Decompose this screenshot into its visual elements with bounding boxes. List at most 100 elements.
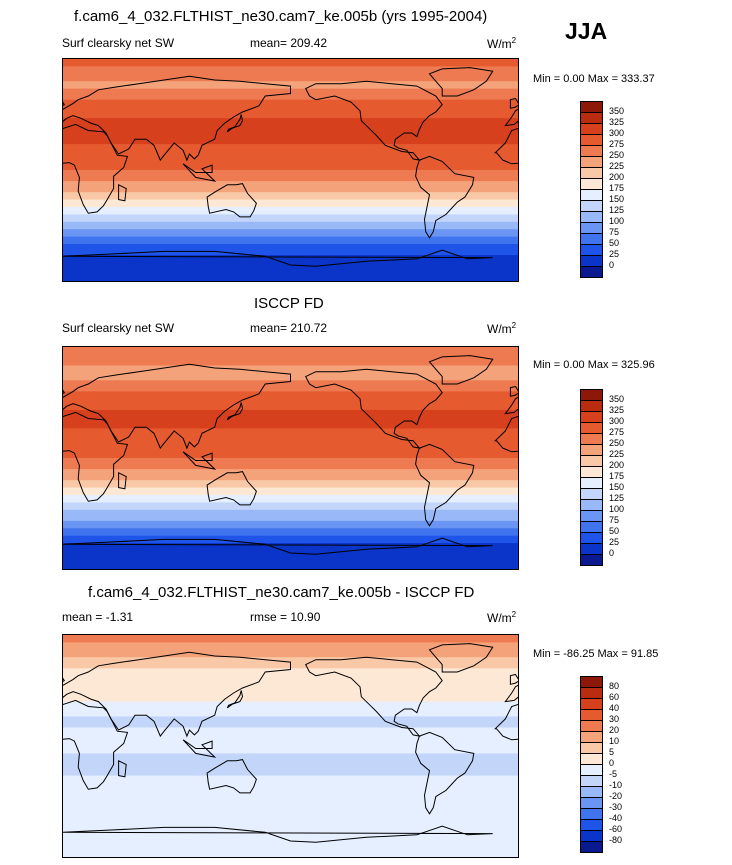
colorbar-tick-label: 40 — [609, 703, 620, 713]
coastline-australia — [206, 471, 257, 506]
colorbar-tick-label: 75 — [609, 515, 620, 525]
zonal-band — [63, 465, 518, 470]
zonal-band — [63, 642, 518, 647]
zonal-band — [63, 539, 518, 544]
colorbar-tick-label: 200 — [609, 460, 625, 470]
coastline-greenland — [428, 643, 494, 673]
zonal-band — [63, 158, 518, 164]
zonal-band — [63, 188, 518, 193]
coastline-africa — [63, 123, 129, 214]
coastline-indonesia — [182, 163, 217, 182]
zonal-band — [63, 395, 518, 400]
zonal-band — [63, 812, 518, 817]
zonal-band — [63, 147, 518, 153]
zonal-band — [63, 716, 518, 721]
zonal-band — [63, 742, 518, 747]
zonal-band — [63, 236, 518, 241]
zonal-band — [63, 731, 518, 736]
zonal-band — [63, 849, 518, 854]
panel-obs-minmax: Min = 0.00 Max = 325.96 — [533, 359, 655, 371]
zonal-band — [63, 506, 518, 511]
colorbar-tick-label: -10 — [609, 780, 623, 790]
colorbar-swatch — [580, 554, 603, 566]
panel-diff-map-svg — [63, 635, 518, 857]
coastline-africa — [63, 699, 129, 790]
zonal-band — [63, 842, 518, 847]
zonal-band — [63, 266, 518, 271]
zonal-band — [63, 557, 518, 563]
zonal-band — [63, 853, 518, 857]
zonal-band — [63, 99, 518, 104]
coastline-britain — [509, 97, 518, 109]
colorbar-tick-label: 50 — [609, 526, 620, 536]
zonal-band — [63, 561, 518, 566]
zonal-band — [63, 409, 518, 415]
zonal-band — [63, 136, 518, 141]
zonal-band — [63, 509, 518, 515]
panel-model-title: f.cam6_4_032.FLTHIST_ne30.cam7_ke.005b (… — [74, 8, 488, 25]
zonal-band — [63, 469, 518, 474]
zonal-band — [63, 391, 518, 396]
panel-diff-rmse: rmse = 10.90 — [250, 610, 321, 624]
zonal-band — [63, 125, 518, 130]
zonal-band — [63, 365, 518, 370]
coastline-eurasia — [63, 651, 291, 738]
zonal-band — [63, 794, 518, 799]
panel-obs-variable: Surf clearsky net SW — [62, 321, 175, 335]
zonal-band — [63, 495, 518, 500]
colorbar-tick-label: -80 — [609, 835, 623, 845]
zonal-band — [63, 66, 518, 71]
zonal-band — [63, 192, 518, 197]
colorbar-tick-label: 275 — [609, 427, 625, 437]
colorbar-tick-label: -20 — [609, 791, 623, 801]
colorbar-tick-label: 20 — [609, 725, 620, 735]
zonal-band — [63, 554, 518, 559]
zonal-band — [63, 103, 518, 108]
coastline-antarctica — [63, 249, 493, 267]
coastline-namerica — [305, 656, 443, 737]
coastline-namerica — [305, 80, 443, 161]
colorbar-tick-label: 150 — [609, 194, 625, 204]
zonal-band — [63, 435, 518, 441]
zonal-band — [63, 635, 518, 640]
zonal-band — [63, 775, 518, 780]
coastline-antarctica — [63, 537, 493, 555]
panel-model-units: W/m2 — [487, 36, 517, 51]
colorbar-tick-label: 100 — [609, 504, 625, 514]
zonal-band — [63, 801, 518, 806]
zonal-band — [63, 151, 518, 156]
zonal-band — [63, 532, 518, 537]
panel-diff-title: f.cam6_4_032.FLTHIST_ne30.cam7_ke.005b -… — [88, 584, 475, 601]
zonal-band — [63, 476, 518, 481]
zonal-band — [63, 697, 518, 703]
colorbar-tick-label: 300 — [609, 128, 625, 138]
colorbar-tick-label: 10 — [609, 736, 620, 746]
zonal-band — [63, 694, 518, 699]
zonal-band — [63, 218, 518, 223]
zonal-band — [63, 458, 518, 463]
zonal-band — [63, 805, 518, 810]
colorbar-tick-label: 30 — [609, 714, 620, 724]
zonal-band — [63, 816, 518, 821]
zonal-band — [63, 77, 518, 82]
zonal-band — [63, 472, 518, 478]
zonal-band — [63, 454, 518, 459]
colorbar-tick-label: 250 — [609, 150, 625, 160]
zonal-band — [63, 834, 518, 840]
colorbar-tick-label: 0 — [609, 260, 615, 270]
colorbar-tick-label: 5 — [609, 747, 615, 757]
zonal-band — [63, 361, 518, 367]
coastline-samerica — [415, 731, 475, 815]
zonal-band — [63, 96, 518, 101]
zonal-band — [63, 369, 518, 374]
zonal-band — [63, 690, 518, 695]
zonal-band — [63, 210, 518, 215]
colorbar-tick-label: 250 — [609, 438, 625, 448]
zonal-band — [63, 845, 518, 851]
zonal-band — [63, 140, 518, 145]
zonal-band — [63, 144, 518, 149]
zonal-band — [63, 81, 518, 86]
colorbar-tick-label: 125 — [609, 493, 625, 503]
zonal-band — [63, 679, 518, 684]
panel-obs-title: ISCCP FD — [254, 295, 324, 312]
